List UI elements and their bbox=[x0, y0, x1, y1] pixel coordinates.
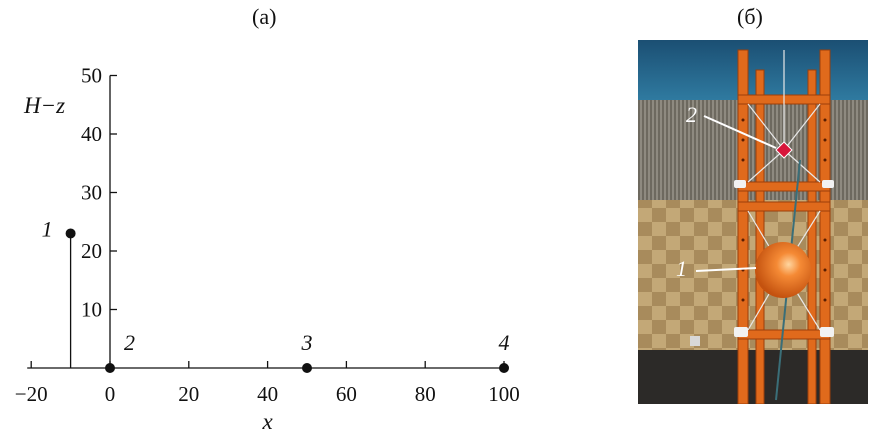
point-1-label: 1 bbox=[42, 216, 53, 241]
y-axis-label: H−z bbox=[23, 93, 65, 118]
white-clamps bbox=[690, 180, 834, 346]
point-2-marker bbox=[105, 363, 115, 373]
photo-label-1: 1 bbox=[676, 256, 687, 281]
x-tick-label: −20 bbox=[15, 382, 48, 406]
y-tick-label: 50 bbox=[81, 64, 102, 88]
experimental-setup-photo: 2 1 bbox=[638, 40, 868, 404]
x-tick-label: 100 bbox=[488, 382, 520, 406]
x-axis-label: x bbox=[261, 409, 273, 434]
point-4-marker bbox=[499, 363, 509, 373]
panel-b-label: (б) bbox=[737, 4, 763, 29]
y-tick-label: 40 bbox=[81, 122, 102, 146]
panel-a-label: (a) bbox=[252, 4, 277, 29]
red-marker bbox=[775, 141, 793, 159]
y-tick-label: 20 bbox=[81, 239, 102, 263]
x-tick-label: 0 bbox=[105, 382, 116, 406]
y-tick-label: 30 bbox=[81, 181, 102, 205]
point-2-label: 2 bbox=[124, 330, 135, 355]
photo-label-2: 2 bbox=[686, 102, 697, 127]
point-3-marker bbox=[302, 363, 312, 373]
y-tick-label: 10 bbox=[81, 298, 102, 322]
point-4-label: 4 bbox=[499, 330, 510, 355]
x-tick-label: 80 bbox=[415, 382, 436, 406]
height-vs-x-chart: −20 0 20 40 60 80 100 10 20 30 40 50 x H−z 1 2 3 4 bbox=[15, 64, 520, 434]
x-tick-label: 40 bbox=[257, 382, 278, 406]
orange-sphere bbox=[755, 242, 811, 298]
x-tick-label: 60 bbox=[336, 382, 357, 406]
callout-line-2 bbox=[703, 115, 777, 149]
callout-line-1 bbox=[695, 267, 757, 272]
point-3-label: 3 bbox=[301, 330, 313, 355]
point-1-marker bbox=[65, 228, 76, 239]
x-tick-label: 20 bbox=[178, 382, 199, 406]
photo-callouts bbox=[695, 115, 777, 272]
